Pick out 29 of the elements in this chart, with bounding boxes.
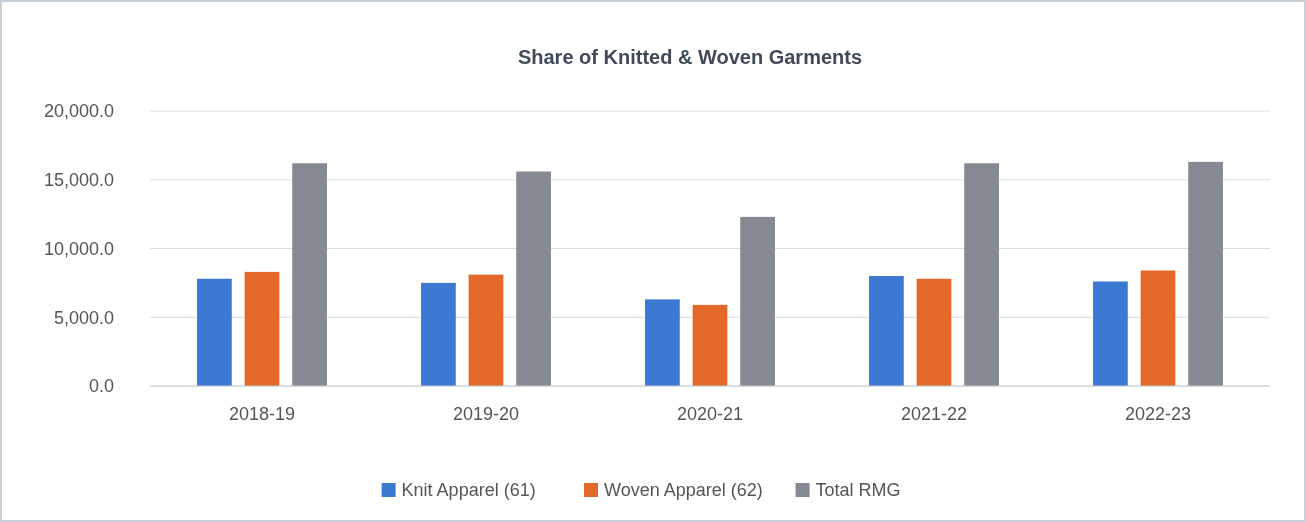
x-tick-label: 2021-22 [900,404,968,424]
y-tick-label: 10,000.0 [43,238,114,259]
x-tick-label: 2022-23 [1124,404,1192,424]
bar [197,278,232,386]
bar [244,271,280,386]
legend-label: Total RMG [815,480,901,501]
bar [421,282,456,386]
x-tick-label: 2019-20 [452,404,520,424]
bar [468,274,504,386]
bar [692,304,728,386]
bar [1188,161,1223,386]
bar [964,163,999,386]
y-tick-label: 0.0 [88,376,114,397]
bar [1093,281,1128,386]
y-tick-label: 15,000.0 [43,170,114,191]
bar [916,278,952,386]
x-tick-label: 2018-19 [228,404,296,424]
legend-label: Knit Apparel (61) [401,480,536,501]
bar [1140,270,1176,386]
x-tick-label: 2020-21 [676,404,744,424]
bar [869,276,904,386]
legend-label: Woven Apparel (62) [604,480,763,501]
y-tick-label: 20,000.0 [43,101,114,122]
bar [740,216,775,386]
bar [292,163,327,386]
bar [645,299,680,386]
chart-title: Share of Knitted & Woven Garments [517,46,863,68]
bar [516,171,551,386]
y-tick-label: 5,000.0 [53,307,114,328]
